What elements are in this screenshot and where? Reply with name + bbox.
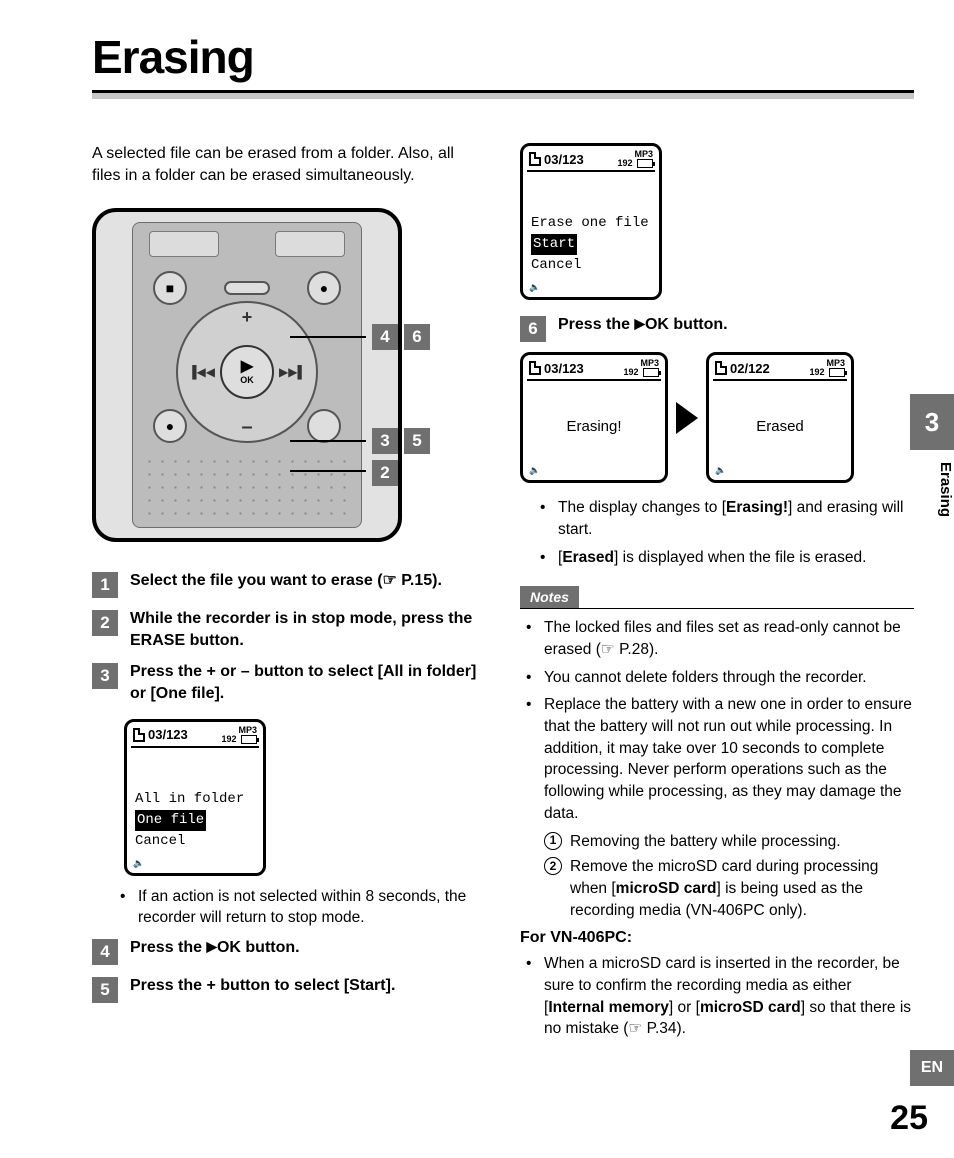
vn406pc-note: When a microSD card is inserted in the r…: [526, 953, 914, 1040]
step-6: 6 Press the ▶OK button.: [520, 314, 914, 342]
callout-6: 6: [404, 324, 430, 350]
left-column: A selected file can be erased from a fol…: [92, 143, 486, 1046]
note-3-2: 2 Remove the microSD card during process…: [544, 856, 914, 921]
callout-5: 5: [404, 428, 430, 454]
lcd-erase-sequence: 03/123 MP3192 Erasing! 🔈 02/122 MP3192 E…: [520, 352, 914, 483]
notes-tag: Notes: [520, 586, 579, 608]
step-num: 3: [92, 663, 118, 689]
right-column: 03/123 MP3192 Erase one file Start Cance…: [520, 143, 914, 1046]
step-1-text: Select the file you want to erase (☞ P.1…: [130, 570, 442, 598]
note-2: You cannot delete folders through the re…: [526, 667, 914, 689]
callout-2: 2: [372, 460, 398, 486]
step-5: 5 Press the + button to select [Start].: [92, 975, 486, 1003]
step-3: 3 Press the + or – button to select [All…: [92, 661, 486, 704]
callout-4: 4: [372, 324, 398, 350]
step-4: 4 Press the ▶OK button.: [92, 937, 486, 965]
notes-section: Notes: [520, 586, 914, 608]
chapter-number: 3: [910, 394, 954, 450]
step-4-text: Press the ▶OK button.: [130, 937, 300, 965]
step-1: 1 Select the file you want to erase (☞ P…: [92, 570, 486, 598]
lcd-erasing: 03/123 MP3192 Erasing! 🔈: [520, 352, 668, 483]
note-1: The locked files and files set as read-o…: [526, 617, 914, 660]
step-num: 1: [92, 572, 118, 598]
lcd-select-menu: 03/123 MP3192 All in folder One file Can…: [124, 719, 266, 876]
device-illustration: ■ ● +– ▐◀◀▶▶▌ ▶ OK ●: [92, 208, 402, 542]
step-5-text: Press the + button to select [Start].: [130, 975, 395, 1003]
step-2: 2 While the recorder is in stop mode, pr…: [92, 608, 486, 651]
bottom-left-button-icon: ●: [153, 409, 187, 443]
step-num: 5: [92, 977, 118, 1003]
ok-button-icon: ▶ OK: [220, 345, 274, 399]
bottom-right-button-icon: [307, 409, 341, 443]
title-rule-gray: [92, 93, 914, 99]
step-num: 4: [92, 939, 118, 965]
note-3: Replace the battery with a new one in or…: [526, 694, 914, 921]
step-2-text: While the recorder is in stop mode, pres…: [130, 608, 486, 651]
step-6-text: Press the ▶OK button.: [558, 314, 728, 342]
step-num: 6: [520, 316, 546, 342]
notes-list: The locked files and files set as read-o…: [526, 617, 914, 921]
note-3-1: 1Removing the battery while processing.: [544, 831, 914, 853]
page-title: Erasing: [92, 30, 914, 84]
for-vn406pc-heading: For VN-406PC:: [520, 929, 914, 947]
page-number: 25: [890, 1099, 928, 1138]
intro-text: A selected file can be erased from a fol…: [92, 143, 486, 186]
step-num: 2: [92, 610, 118, 636]
lcd-erased: 02/122 MP3192 Erased 🔈: [706, 352, 854, 483]
rec-button-icon: ●: [307, 271, 341, 305]
language-tab: EN: [910, 1050, 954, 1086]
step-6-results: The display changes to [Erasing!] and er…: [540, 497, 914, 568]
lcd-start-menu: 03/123 MP3192 Erase one file Start Cance…: [520, 143, 662, 300]
step-3-note: If an action is not selected within 8 se…: [120, 886, 486, 929]
chapter-tab: 3 Erasing: [910, 394, 954, 529]
callout-3: 3: [372, 428, 398, 454]
step-3-text: Press the + or – button to select [All i…: [130, 661, 486, 704]
stop-button-icon: ■: [153, 271, 187, 305]
arrow-right-icon: [676, 402, 698, 434]
jog-wheel: +– ▐◀◀▶▶▌ ▶ OK: [176, 301, 318, 443]
chapter-name: Erasing: [910, 450, 954, 529]
